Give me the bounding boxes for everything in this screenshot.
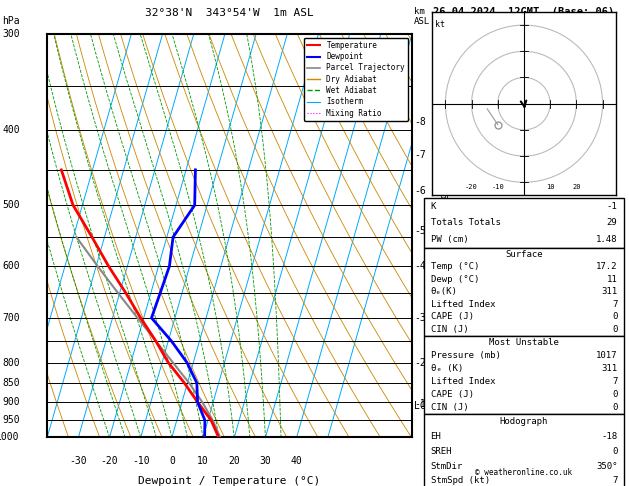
Text: -30: -30 bbox=[70, 455, 87, 466]
Text: 20: 20 bbox=[228, 455, 240, 466]
Text: 10: 10 bbox=[198, 455, 209, 466]
Text: 1017: 1017 bbox=[596, 351, 617, 360]
Text: -3: -3 bbox=[414, 313, 426, 323]
Text: 0: 0 bbox=[612, 403, 617, 413]
Text: 0: 0 bbox=[612, 390, 617, 399]
Text: km
ASL: km ASL bbox=[414, 6, 430, 26]
Text: -8: -8 bbox=[414, 117, 426, 127]
Text: 40: 40 bbox=[291, 455, 303, 466]
Text: 26.04.2024  12GMT  (Base: 06): 26.04.2024 12GMT (Base: 06) bbox=[433, 7, 615, 17]
Text: 29: 29 bbox=[606, 218, 617, 227]
Text: Dewp (°C): Dewp (°C) bbox=[430, 275, 479, 284]
Text: -4: -4 bbox=[414, 261, 426, 271]
Text: -10: -10 bbox=[132, 455, 150, 466]
Text: 7: 7 bbox=[612, 476, 617, 486]
Text: 7: 7 bbox=[612, 377, 617, 386]
Text: 700: 700 bbox=[2, 313, 20, 323]
Text: 311: 311 bbox=[601, 364, 617, 373]
Text: StmDir: StmDir bbox=[430, 462, 463, 470]
Text: CIN (J): CIN (J) bbox=[430, 325, 468, 334]
Text: 32°38'N  343°54'W  1m ASL: 32°38'N 343°54'W 1m ASL bbox=[145, 8, 314, 18]
Legend: Temperature, Dewpoint, Parcel Trajectory, Dry Adiabat, Wet Adiabat, Isotherm, Mi: Temperature, Dewpoint, Parcel Trajectory… bbox=[304, 38, 408, 121]
Text: K: K bbox=[430, 202, 436, 210]
Text: SREH: SREH bbox=[430, 447, 452, 456]
Bar bbox=[425, 336, 623, 415]
Text: 1000: 1000 bbox=[0, 433, 20, 442]
Text: 11: 11 bbox=[606, 275, 617, 284]
Text: Dewpoint / Temperature (°C): Dewpoint / Temperature (°C) bbox=[138, 476, 321, 486]
Text: -6: -6 bbox=[414, 187, 426, 196]
Text: 300: 300 bbox=[2, 29, 20, 39]
Text: hPa: hPa bbox=[2, 16, 20, 26]
Text: Temp (°C): Temp (°C) bbox=[430, 262, 479, 271]
Text: Totals Totals: Totals Totals bbox=[430, 218, 501, 227]
Text: 7: 7 bbox=[612, 300, 617, 309]
Text: 0: 0 bbox=[612, 312, 617, 322]
Text: StmSpd (kt): StmSpd (kt) bbox=[430, 476, 489, 486]
Text: θₑ(K): θₑ(K) bbox=[430, 287, 457, 296]
Text: CAPE (J): CAPE (J) bbox=[430, 390, 474, 399]
Text: 350°: 350° bbox=[596, 462, 617, 470]
Text: LCL: LCL bbox=[414, 401, 431, 411]
Text: Surface: Surface bbox=[505, 249, 543, 259]
Text: 1.48: 1.48 bbox=[596, 235, 617, 244]
Text: -1: -1 bbox=[414, 399, 426, 409]
Text: PW (cm): PW (cm) bbox=[430, 235, 468, 244]
Text: Mixing Ratio (g/kg): Mixing Ratio (g/kg) bbox=[440, 188, 449, 283]
Text: Hodograph: Hodograph bbox=[500, 417, 548, 426]
Text: 950: 950 bbox=[2, 415, 20, 425]
Bar bbox=[425, 198, 623, 248]
Text: 0: 0 bbox=[612, 447, 617, 456]
Text: 800: 800 bbox=[2, 358, 20, 367]
Text: 400: 400 bbox=[2, 125, 20, 136]
Text: 600: 600 bbox=[2, 261, 20, 271]
Text: -5: -5 bbox=[414, 226, 426, 236]
Text: 30: 30 bbox=[260, 455, 271, 466]
Text: Lifted Index: Lifted Index bbox=[430, 377, 495, 386]
Text: -18: -18 bbox=[601, 432, 617, 441]
Text: 0: 0 bbox=[169, 455, 175, 466]
Text: 850: 850 bbox=[2, 378, 20, 388]
Text: © weatheronline.co.uk: © weatheronline.co.uk bbox=[476, 469, 572, 477]
Text: -1: -1 bbox=[606, 202, 617, 210]
Text: 311: 311 bbox=[601, 287, 617, 296]
Text: 17.2: 17.2 bbox=[596, 262, 617, 271]
Text: Lifted Index: Lifted Index bbox=[430, 300, 495, 309]
Text: -7: -7 bbox=[414, 150, 426, 159]
Bar bbox=[425, 248, 623, 336]
Text: 500: 500 bbox=[2, 200, 20, 210]
Text: EH: EH bbox=[430, 432, 442, 441]
Text: 900: 900 bbox=[2, 397, 20, 407]
Text: Pressure (mb): Pressure (mb) bbox=[430, 351, 501, 360]
Text: -2: -2 bbox=[414, 358, 426, 367]
Text: -20: -20 bbox=[101, 455, 118, 466]
Bar bbox=[425, 415, 623, 486]
Text: Most Unstable: Most Unstable bbox=[489, 338, 559, 347]
Text: CIN (J): CIN (J) bbox=[430, 403, 468, 413]
Text: θₑ (K): θₑ (K) bbox=[430, 364, 463, 373]
Text: 0: 0 bbox=[612, 325, 617, 334]
Text: CAPE (J): CAPE (J) bbox=[430, 312, 474, 322]
